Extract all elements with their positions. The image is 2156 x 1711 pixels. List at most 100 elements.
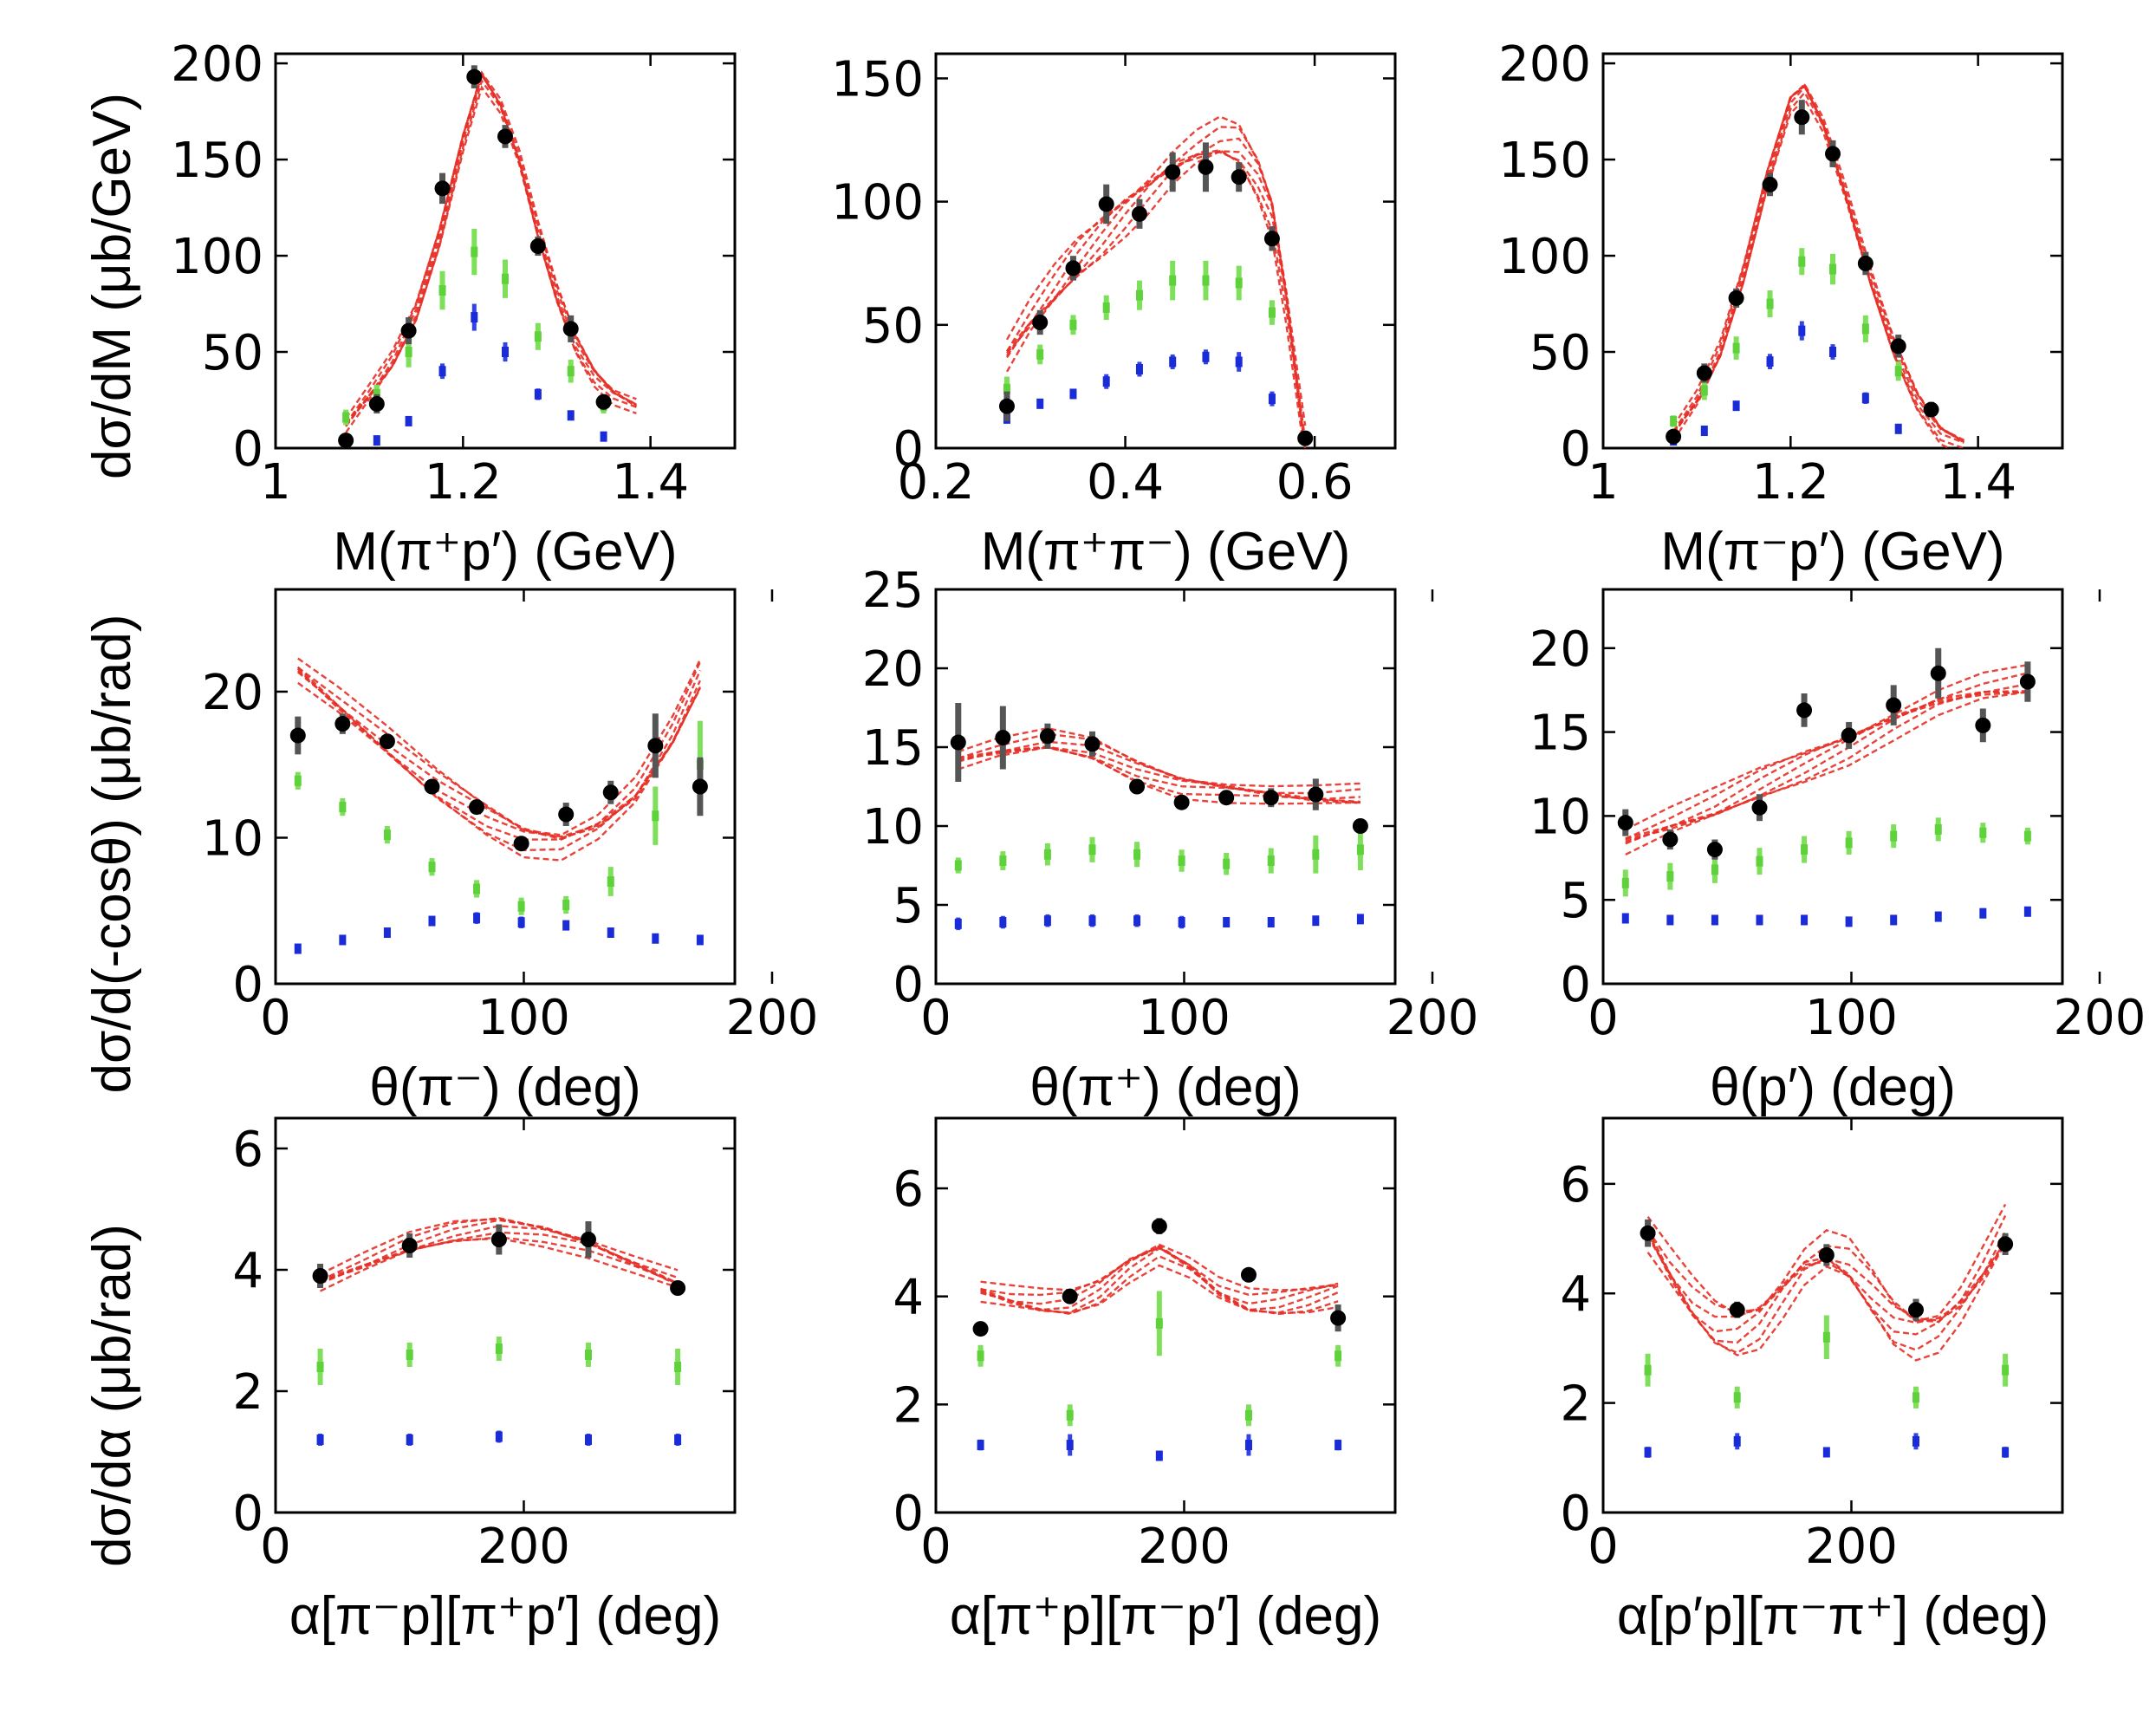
data-point bbox=[1165, 164, 1181, 180]
data-point bbox=[338, 433, 354, 448]
green-point bbox=[1732, 342, 1740, 354]
blue-point bbox=[1979, 908, 1987, 919]
data-point bbox=[1825, 146, 1841, 162]
green-point bbox=[294, 775, 302, 786]
green-point bbox=[2002, 1364, 2010, 1376]
blue-point bbox=[1756, 914, 1763, 926]
plot-frame bbox=[1601, 588, 2064, 986]
model-curve bbox=[958, 745, 1360, 803]
blue-point bbox=[1732, 400, 1740, 412]
data-point bbox=[1173, 794, 1190, 810]
data-point bbox=[1762, 176, 1778, 192]
data-point bbox=[1231, 169, 1247, 185]
panel-5: 0 100 200 0 5 10 15 20 25 θ(π⁺) (deg) bbox=[862, 563, 1479, 1117]
y-tick-label: 50 bbox=[1529, 325, 1591, 381]
x-tick-label: 0.6 bbox=[1276, 454, 1354, 511]
data-point bbox=[995, 730, 1011, 746]
green-point bbox=[1822, 1331, 1830, 1343]
data-point bbox=[1297, 430, 1314, 446]
blue-point bbox=[383, 927, 391, 939]
y-tick-label: 150 bbox=[1498, 133, 1591, 189]
model-curve bbox=[1005, 150, 1305, 448]
y-tick-label: 4 bbox=[1560, 1266, 1591, 1323]
green-point bbox=[1621, 877, 1629, 888]
model-curve bbox=[1672, 90, 1964, 448]
blue-point bbox=[1178, 917, 1185, 928]
green-point bbox=[1223, 858, 1231, 869]
blue-point bbox=[1861, 393, 1869, 404]
x-tick-label: 0 bbox=[920, 1519, 951, 1575]
green-point bbox=[607, 876, 614, 888]
x-axis-label: α[p′p][π⁻π⁺] (deg) bbox=[1617, 1586, 2049, 1646]
data-point bbox=[1997, 1236, 2014, 1252]
panel-3: 1 1.2 1.4 0 50 100 150 200 M(π⁻p′) (GeV) bbox=[1498, 36, 2064, 582]
data-point bbox=[469, 799, 485, 816]
y-tick-label: 6 bbox=[232, 1122, 263, 1178]
plot-frame bbox=[274, 1116, 737, 1514]
x-tick-label: 1.4 bbox=[612, 454, 689, 511]
data-point bbox=[1751, 799, 1768, 816]
green-point bbox=[471, 246, 478, 257]
green-point bbox=[1335, 1350, 1342, 1362]
model-curve bbox=[345, 70, 637, 420]
plot-frame bbox=[934, 1116, 1397, 1514]
blue-point bbox=[1644, 1447, 1652, 1458]
blue-point bbox=[1335, 1440, 1342, 1451]
model-curve bbox=[958, 740, 1360, 801]
blue-point bbox=[1845, 916, 1853, 927]
y-tick-label: 0 bbox=[232, 1486, 263, 1542]
x-tick-label: 200 bbox=[1805, 1519, 1898, 1575]
data-point bbox=[647, 738, 664, 754]
plot-frame bbox=[274, 588, 737, 986]
x-tick-label: 0 bbox=[1588, 990, 1619, 1046]
x-tick-label: 0 bbox=[260, 990, 291, 1046]
plot-frame bbox=[934, 588, 1397, 986]
y-tick-label: 0 bbox=[1560, 1486, 1591, 1542]
blue-point bbox=[600, 431, 607, 442]
y-tick-label: 15 bbox=[862, 720, 924, 777]
model-curve bbox=[1672, 85, 1964, 444]
model-curve bbox=[296, 667, 701, 838]
blue-point bbox=[495, 1431, 503, 1442]
plot-area bbox=[289, 657, 708, 954]
y-tick-label: 2 bbox=[893, 1377, 924, 1434]
y-tick-label: 20 bbox=[1529, 621, 1591, 678]
data-point bbox=[1857, 255, 1874, 271]
green-point bbox=[1202, 275, 1210, 286]
green-point bbox=[316, 1362, 324, 1372]
model-curve bbox=[297, 671, 701, 852]
data-point bbox=[580, 1232, 596, 1247]
ylabel-row-3: dσ/dα (μb/rad) bbox=[82, 1224, 142, 1567]
blue-point bbox=[1135, 364, 1143, 374]
blue-point bbox=[502, 347, 509, 358]
blue-point bbox=[1894, 423, 1902, 434]
data-point bbox=[334, 716, 351, 732]
blue-point bbox=[1356, 914, 1364, 925]
blue-point bbox=[471, 312, 478, 323]
green-point bbox=[1979, 827, 1987, 838]
blue-point bbox=[977, 1440, 984, 1451]
data-point bbox=[1198, 159, 1214, 175]
y-tick-label: 0 bbox=[893, 421, 924, 478]
model-curve bbox=[980, 1246, 1339, 1305]
x-tick-label: 0 bbox=[920, 990, 951, 1046]
data-point bbox=[1890, 338, 1906, 355]
data-point bbox=[1098, 196, 1114, 212]
data-point bbox=[434, 180, 451, 197]
blue-point bbox=[339, 934, 347, 946]
data-point bbox=[490, 1232, 507, 1247]
model-curve bbox=[1672, 82, 1964, 441]
green-point bbox=[1798, 256, 1806, 267]
x-tick-label: 0.4 bbox=[1087, 454, 1164, 511]
green-point bbox=[1036, 348, 1044, 360]
blue-point bbox=[1066, 1440, 1074, 1451]
blue-point bbox=[2002, 1447, 2010, 1458]
y-tick-label: 4 bbox=[232, 1243, 263, 1299]
green-point bbox=[406, 1350, 413, 1360]
green-point bbox=[1670, 415, 1678, 426]
model-curve bbox=[1006, 151, 1307, 448]
green-point bbox=[652, 810, 659, 822]
data-point bbox=[1729, 1302, 1745, 1318]
data-point bbox=[1617, 815, 1633, 831]
